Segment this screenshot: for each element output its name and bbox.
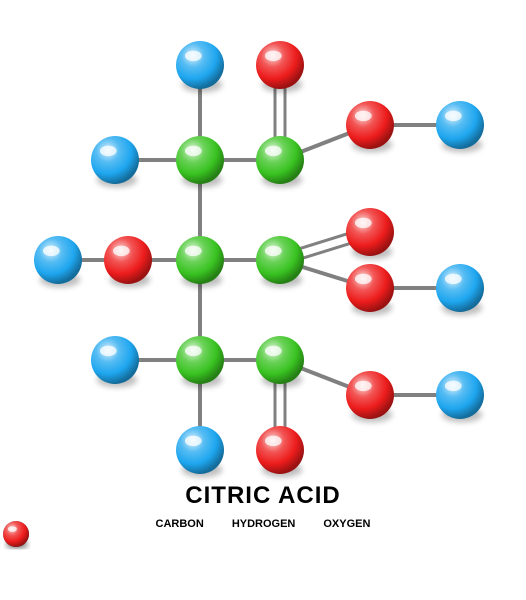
atom-oxygen	[346, 208, 394, 256]
atom-carbon	[176, 236, 224, 284]
atom-hydrogen	[176, 426, 224, 474]
legend-item-carbon: CARBON	[156, 518, 204, 530]
legend-item-hydrogen: HYDROGEN	[232, 518, 296, 530]
atom-hydrogen	[436, 264, 484, 312]
atom-hydrogen	[34, 236, 82, 284]
atom-carbon	[256, 236, 304, 284]
legend-label: OXYGEN	[323, 518, 370, 530]
atom-carbon	[256, 336, 304, 384]
atom-hydrogen	[91, 336, 139, 384]
molecule-diagram: CITRIC ACID CARBON HYDROGEN OXYGEN	[0, 0, 526, 600]
molecule-title: CITRIC ACID	[0, 482, 526, 510]
atom-oxygen	[346, 101, 394, 149]
atom-hydrogen	[91, 136, 139, 184]
atom-hydrogen	[176, 41, 224, 89]
molecule-svg	[0, 0, 526, 600]
legend: CARBON HYDROGEN OXYGEN	[0, 518, 526, 530]
legend-label: CARBON	[156, 518, 204, 530]
atom-hydrogen	[436, 101, 484, 149]
oxygen-swatch-icon	[3, 521, 29, 547]
atom-oxygen	[256, 41, 304, 89]
atom-oxygen	[346, 371, 394, 419]
atom-oxygen	[256, 426, 304, 474]
atom-carbon	[256, 136, 304, 184]
atom-carbon	[176, 336, 224, 384]
atom-oxygen	[104, 236, 152, 284]
atom-hydrogen	[436, 371, 484, 419]
atom-oxygen	[346, 264, 394, 312]
atom-carbon	[176, 136, 224, 184]
legend-item-oxygen: OXYGEN	[323, 518, 370, 530]
legend-label: HYDROGEN	[232, 518, 296, 530]
